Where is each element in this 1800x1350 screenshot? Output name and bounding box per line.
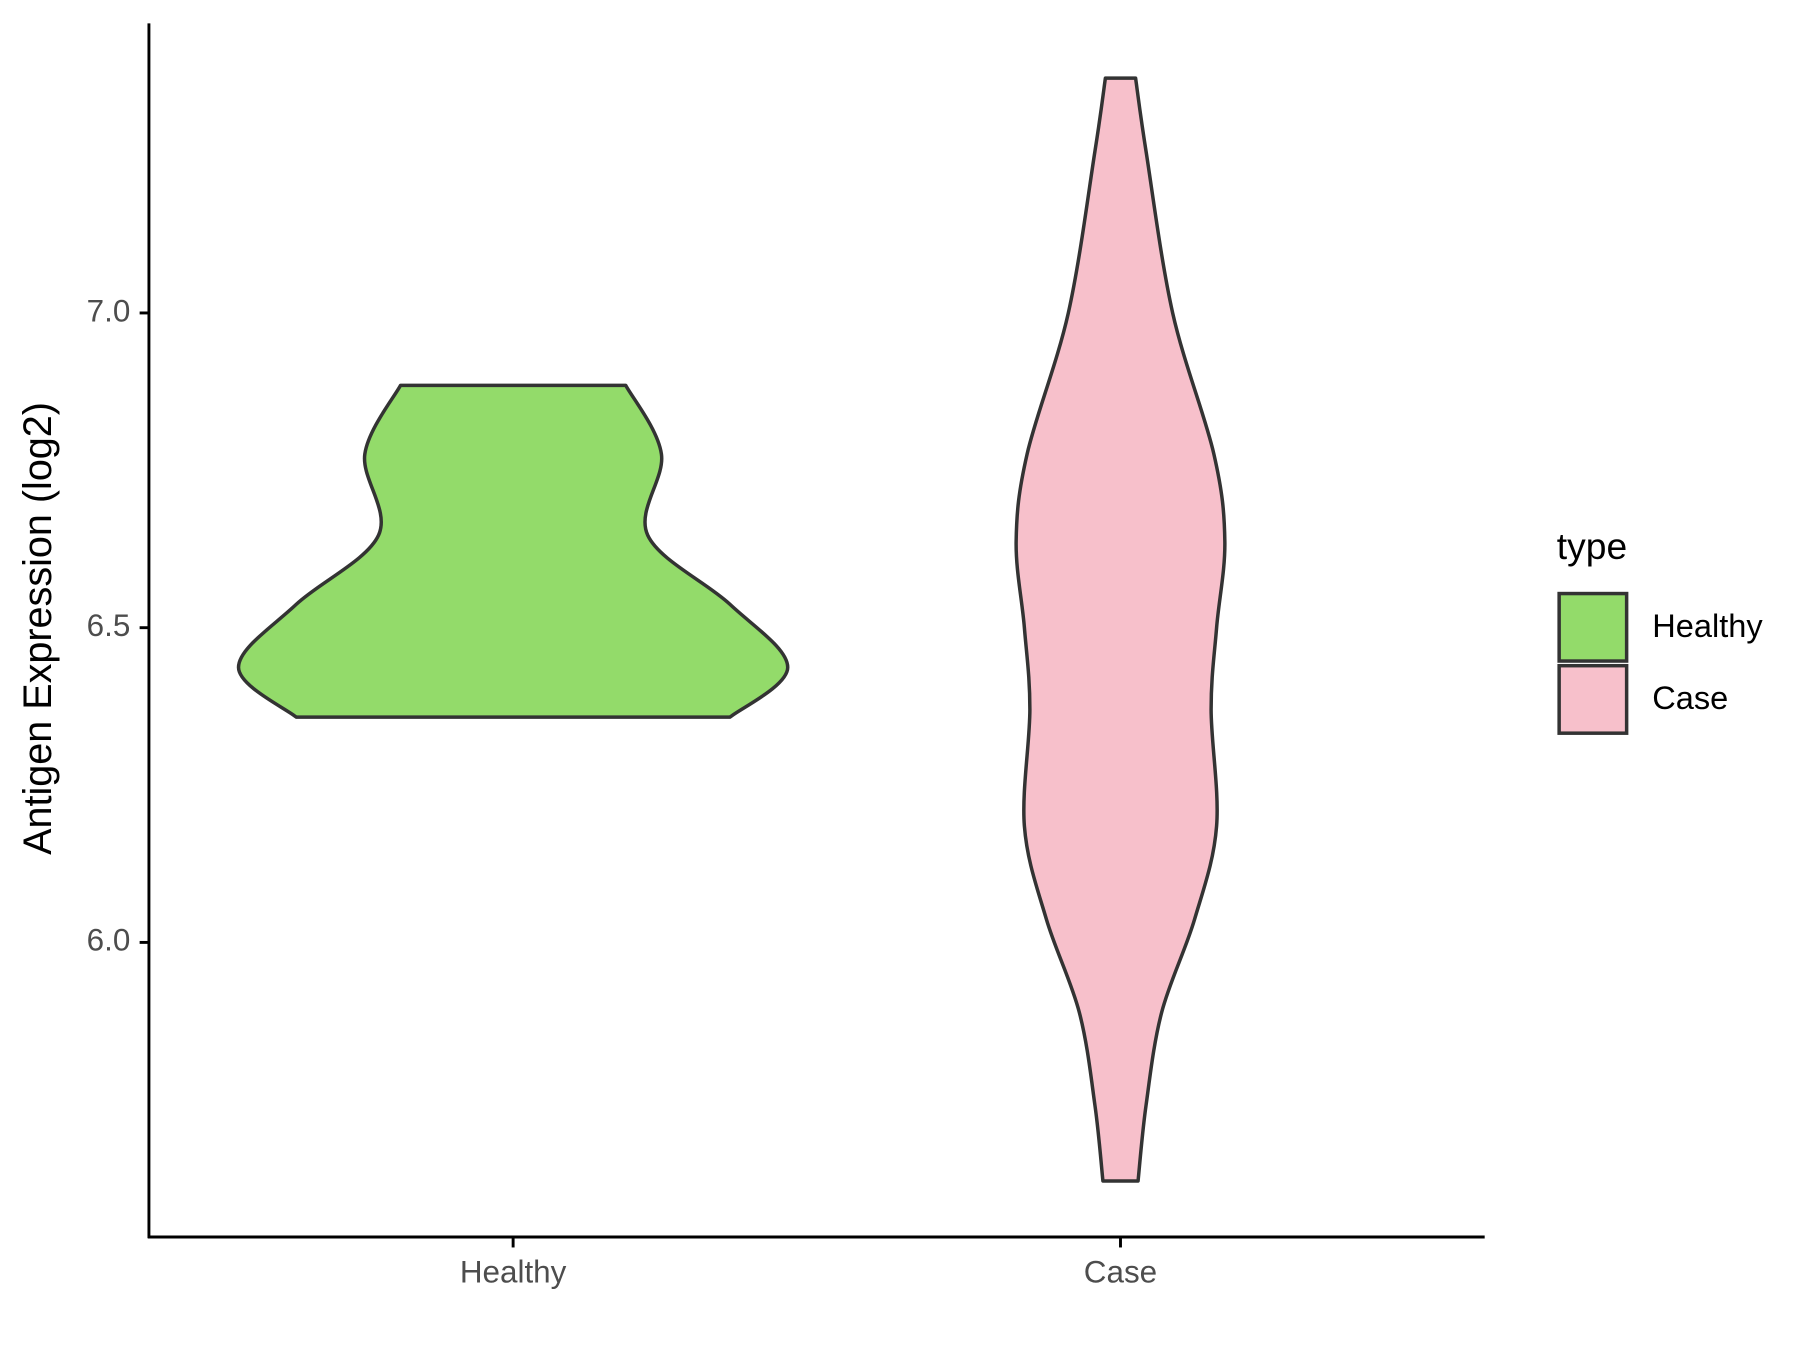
legend-label: Case — [1652, 680, 1728, 716]
violin — [1014, 76, 1227, 1183]
y-axis-label: Antigen Expression (log2) — [16, 402, 60, 855]
y-tick-label: 6.0 — [87, 923, 131, 958]
legend-label: Healthy — [1652, 608, 1763, 644]
legend-title: type — [1557, 525, 1627, 567]
x-tick-label: Case — [1084, 1255, 1157, 1290]
violin — [236, 383, 790, 719]
y-tick-label: 7.0 — [87, 293, 131, 328]
y-tick-label: 6.5 — [87, 608, 131, 643]
legend-swatch — [1557, 663, 1629, 735]
legend-swatch — [1557, 591, 1629, 663]
x-tick-label: Healthy — [460, 1255, 567, 1290]
